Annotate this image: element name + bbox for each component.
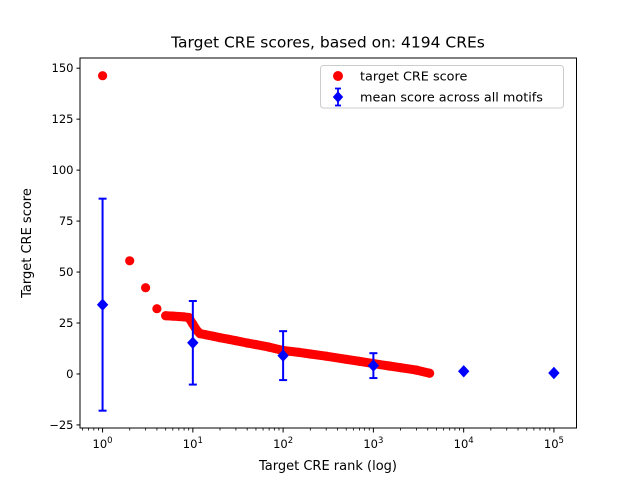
red-point (384, 361, 394, 371)
x-tick-label: 100 (93, 436, 113, 451)
red-point (141, 283, 151, 293)
chart-title: Target CRE scores, based on: 4194 CREs (170, 34, 485, 52)
y-tick-label: 150 (52, 61, 74, 75)
red-point (224, 334, 234, 344)
red-point (242, 338, 252, 348)
red-point (201, 330, 211, 340)
red-point (305, 349, 315, 359)
y-tick-label: −25 (49, 418, 73, 432)
y-axis-label: Target CRE score (20, 188, 35, 299)
legend-box (320, 65, 564, 109)
blue-diamond (187, 336, 199, 349)
red-point (215, 333, 225, 343)
red-point (152, 304, 162, 314)
y-tick-label: 75 (59, 214, 74, 228)
blue-diamond (96, 298, 109, 311)
red-point (251, 340, 261, 350)
blue-diamond (277, 349, 289, 362)
legend-entry-target-cre-score: target CRE score (360, 69, 467, 84)
y-tick-label: 25 (59, 316, 74, 330)
red-point (425, 368, 435, 378)
x-tick-label: 101 (183, 436, 203, 451)
y-tick-label: 0 (66, 367, 73, 381)
red-point (125, 256, 135, 266)
blue-diamond (548, 366, 560, 380)
red-point (294, 347, 304, 357)
blue-diamond (458, 365, 470, 378)
x-axis-label: Target CRE rank (log) (258, 459, 397, 474)
plot-area (79, 57, 577, 429)
x-tick-label: 103 (363, 436, 383, 451)
series-target-cre-score (98, 71, 435, 378)
red-point (161, 311, 171, 321)
legend: target CRE score mean score across all m… (320, 65, 564, 109)
x-tick-label: 105 (544, 436, 564, 451)
x-tick-label: 104 (454, 436, 474, 451)
red-point (411, 365, 422, 375)
y-tick-label: 125 (52, 112, 74, 126)
red-point (321, 351, 331, 361)
y-tick-label: 50 (59, 265, 74, 279)
x-minor-ticks (82, 428, 551, 431)
red-point (396, 363, 406, 373)
x-major-ticks: 100 101 102 103 104 105 (93, 428, 564, 451)
red-point (264, 342, 274, 352)
x-tick-label: 102 (273, 436, 293, 451)
blue-diamond (367, 359, 380, 372)
red-point (341, 354, 351, 364)
legend-circle-marker (333, 71, 343, 81)
legend-entry-mean-score: mean score across all motifs (360, 90, 543, 105)
series-mean-score (96, 197, 560, 412)
legend-diamond-errorbar-marker (332, 87, 344, 107)
red-point (231, 336, 241, 346)
red-point (354, 356, 364, 366)
y-tick-label: 100 (52, 163, 74, 177)
red-point (98, 71, 108, 81)
y-ticks: −25 0 25 50 75 100 125 150 (49, 61, 80, 432)
